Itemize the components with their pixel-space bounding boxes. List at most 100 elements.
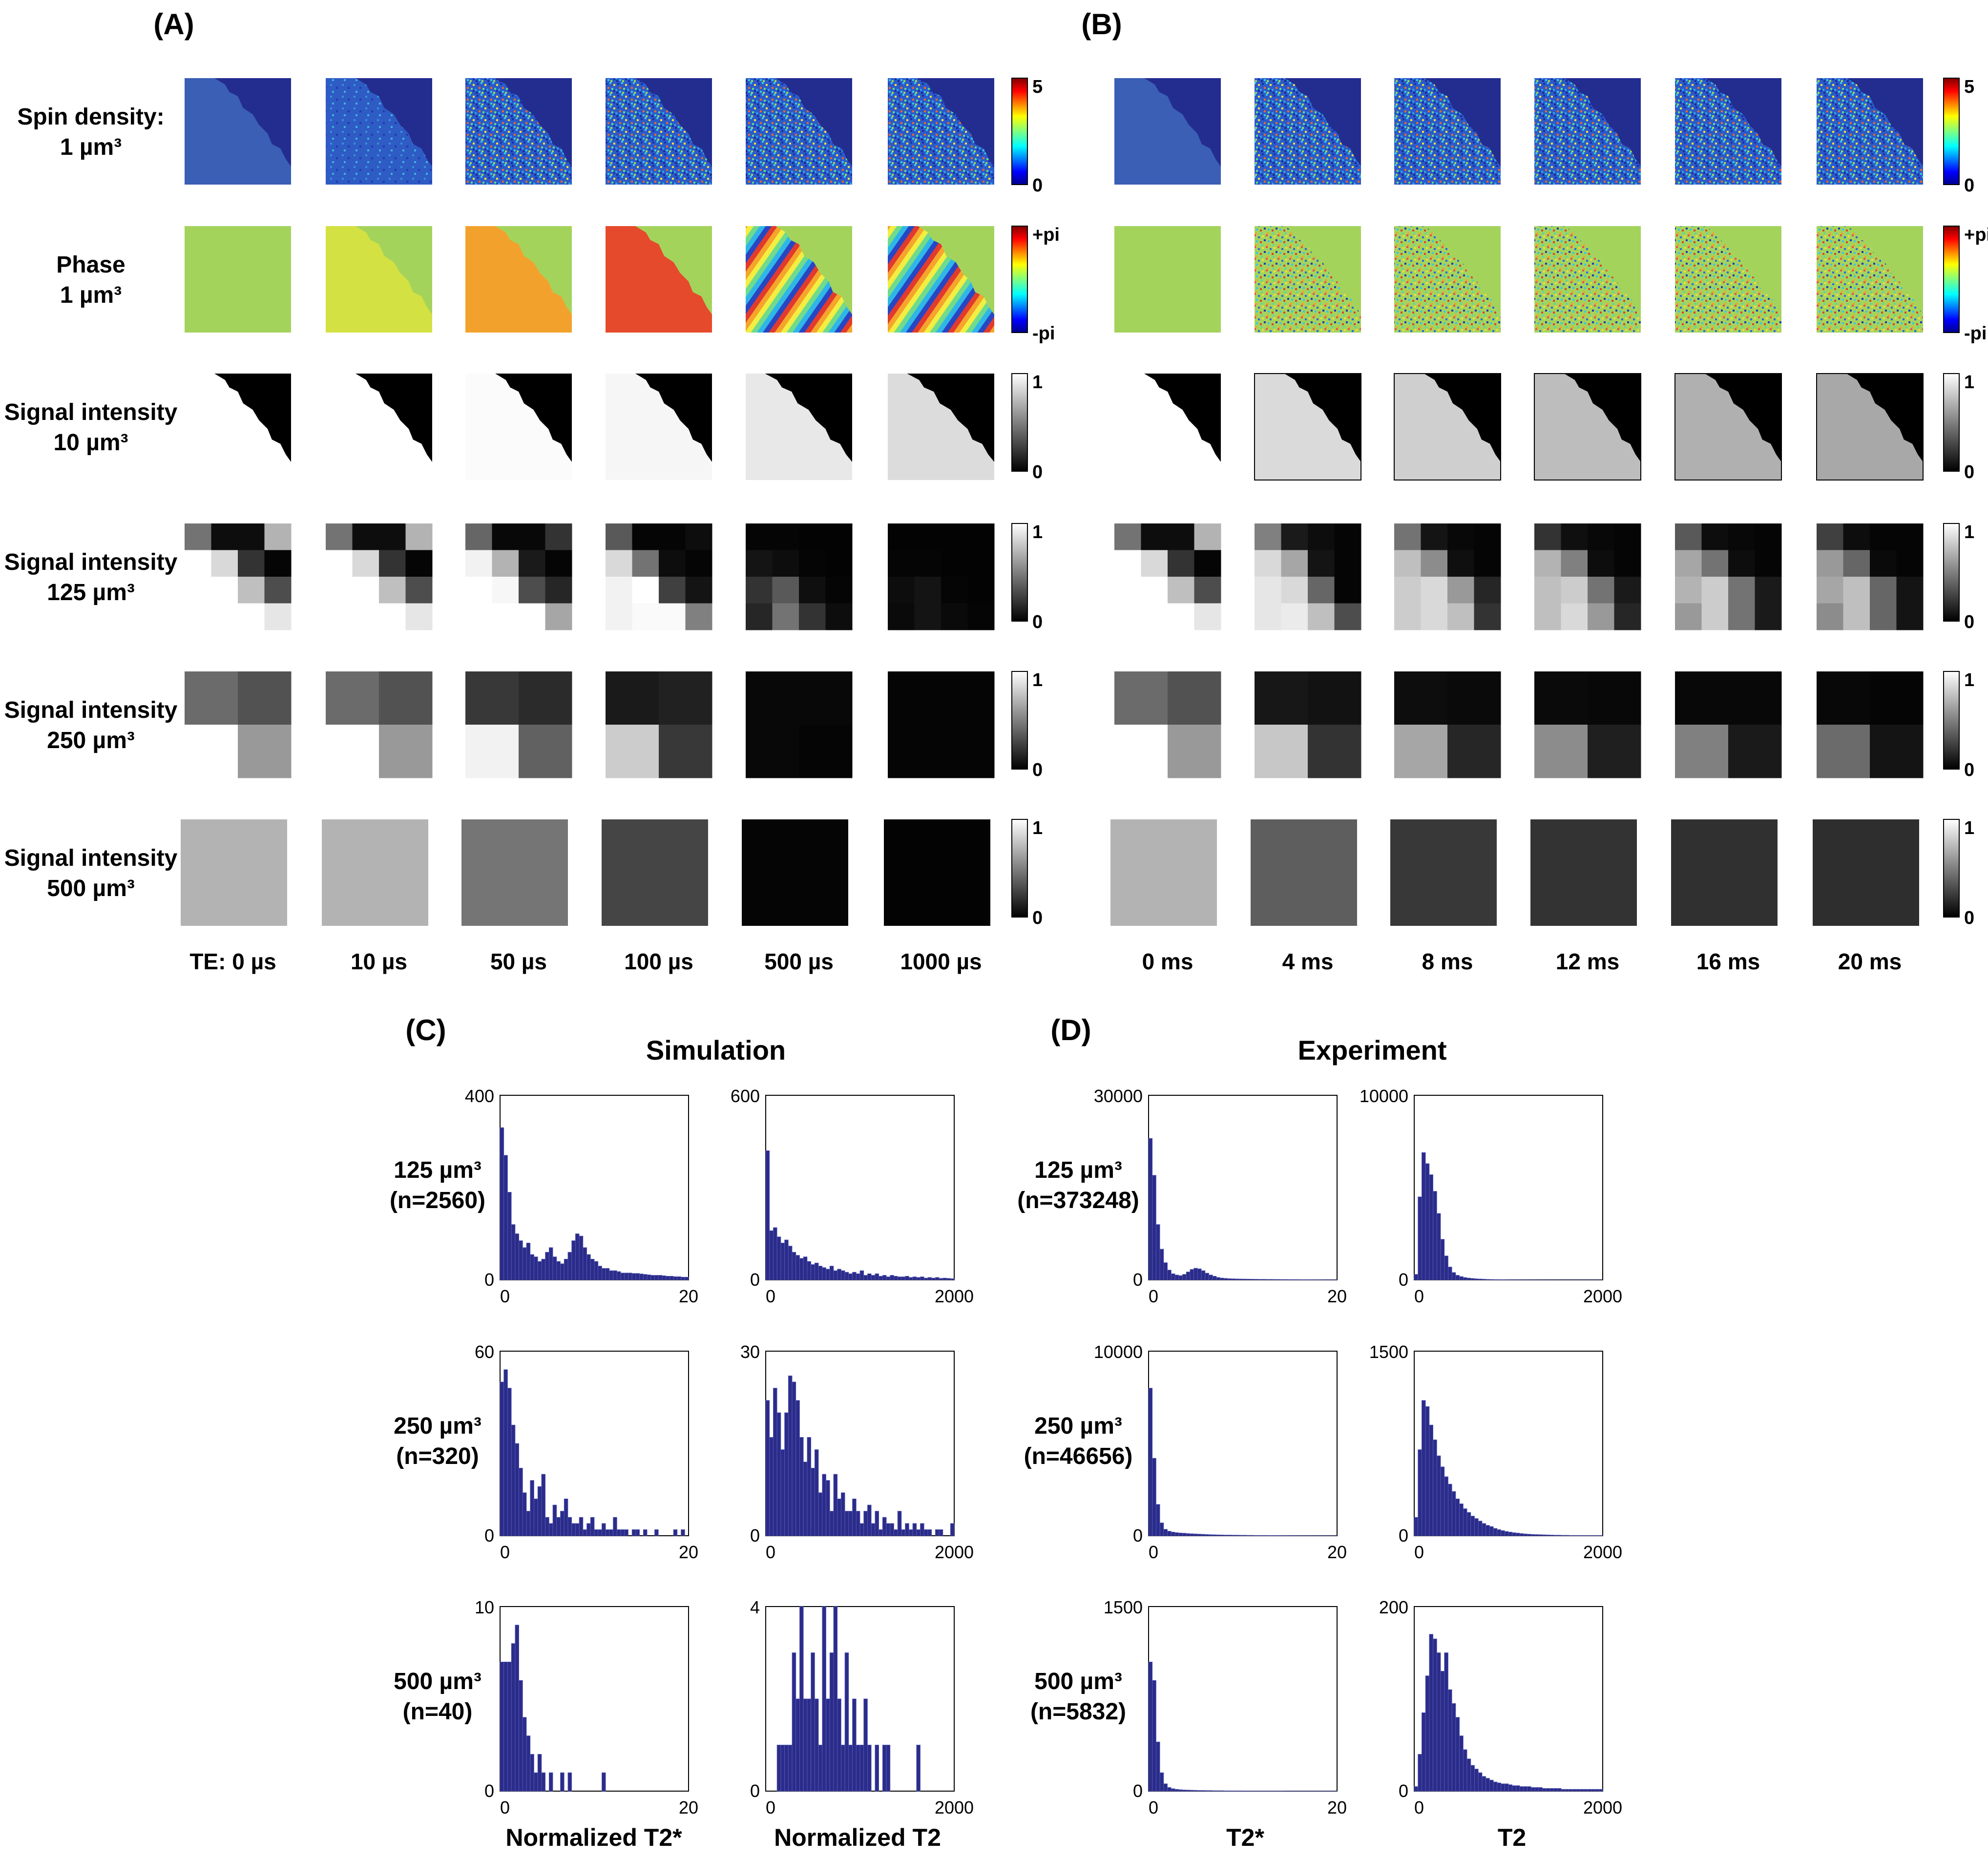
histogram-bar — [500, 1127, 504, 1280]
signal-250-voxel — [465, 725, 519, 778]
signal-125-voxel — [1561, 523, 1588, 550]
histogram-bar — [901, 1529, 906, 1536]
signal-125-voxel — [772, 523, 799, 550]
row-label: Signal intensity — [4, 399, 178, 425]
histogram-bar — [890, 1523, 894, 1536]
histogram-bar — [1516, 1533, 1520, 1536]
histogram-bar — [822, 1267, 826, 1280]
phase-background-region — [495, 226, 572, 314]
signal-250-voxel — [1447, 725, 1501, 778]
histogram-bar — [635, 1273, 640, 1280]
histogram-bar — [571, 1523, 576, 1536]
histogram-bar — [795, 1400, 800, 1536]
signal-125-voxel — [326, 550, 353, 577]
histogram-bar — [1152, 1458, 1156, 1536]
histogram-bar — [852, 1272, 857, 1280]
histogram-bar — [1182, 1533, 1187, 1536]
histogram-bar — [1486, 1778, 1490, 1792]
histogram-bar — [1561, 1789, 1566, 1792]
histogram-bar — [564, 1498, 568, 1536]
tissue-region — [1424, 78, 1501, 167]
signal-250-voxel — [1308, 725, 1361, 778]
signal-250-voxel — [1870, 671, 1924, 725]
signal-125-tile — [1394, 523, 1501, 630]
signal-250-voxel — [799, 671, 853, 725]
signal-500-voxel — [1251, 819, 1357, 926]
histogram-bar — [526, 1511, 531, 1536]
histogram: 10000 00 20 — [1094, 1342, 1347, 1562]
x-axis-label: Normalized T2* — [505, 1824, 682, 1851]
signal-250-voxel — [1114, 671, 1168, 725]
histogram-bar — [897, 1511, 902, 1536]
signal-250-voxel — [185, 671, 238, 725]
signal-250-voxel — [1394, 725, 1448, 778]
signal-250-voxel — [1728, 725, 1782, 778]
signal-125-tile — [465, 523, 572, 630]
signal-125-voxel — [211, 577, 238, 604]
histogram-bar — [1474, 1769, 1479, 1792]
x-max-tick: 20 — [679, 1286, 698, 1306]
histogram-bar — [1186, 1272, 1191, 1280]
y-max-tick: 10000 — [1094, 1342, 1143, 1362]
hist-row-label: 250 µm³ — [1034, 1413, 1122, 1439]
histogram-bar — [1314, 1279, 1318, 1280]
histogram-bar — [1190, 1790, 1194, 1792]
histogram-bar — [1303, 1279, 1307, 1280]
signal-125-voxel — [825, 577, 853, 604]
signal-125-voxel — [799, 603, 826, 630]
y-min-tick: 0 — [1399, 1781, 1408, 1801]
signal-125-voxel — [772, 550, 799, 577]
signal-10-frame — [1816, 373, 1924, 480]
histogram-bar — [605, 1529, 610, 1536]
phase-tile — [1675, 226, 1781, 333]
histogram-bar — [1557, 1788, 1562, 1792]
histogram-bar — [1163, 1262, 1168, 1280]
signal-125-voxel — [1843, 523, 1870, 550]
histogram-bar — [556, 1261, 561, 1280]
signal-125-voxel — [492, 603, 519, 630]
signal-10-tile — [1394, 373, 1501, 480]
signal-125-voxel — [1675, 550, 1702, 577]
histogram-bar — [628, 1273, 632, 1280]
colorbar-min-label: 0 — [1032, 760, 1043, 780]
signal-125-voxel — [1168, 577, 1194, 604]
signal-125-voxel — [606, 523, 632, 550]
signal-250-tile — [606, 671, 712, 778]
dark-region — [1564, 374, 1641, 462]
histogram-bar — [1493, 1528, 1498, 1536]
histogram-bar — [1148, 1661, 1153, 1792]
histogram-bar — [1512, 1532, 1516, 1536]
histogram-bar — [1269, 1535, 1274, 1536]
signal-125-voxel — [1168, 603, 1194, 630]
histogram-bar — [1489, 1779, 1494, 1792]
y-max-tick: 400 — [465, 1086, 494, 1106]
x-min-tick: 0 — [500, 1542, 510, 1562]
signal-125-voxel — [1334, 550, 1361, 577]
signal-125-voxel — [185, 577, 211, 604]
histogram-bar — [1284, 1279, 1289, 1280]
histogram-bar — [1190, 1533, 1194, 1536]
row-label: Signal intensity — [4, 549, 178, 575]
signal-125-voxel — [1843, 550, 1870, 577]
histogram-bar — [1482, 1279, 1486, 1280]
histogram-bar — [1516, 1785, 1520, 1792]
signal-125-voxel — [1334, 523, 1361, 550]
histogram-bar — [662, 1275, 667, 1280]
signal-125-voxel — [519, 523, 545, 550]
x-min-tick: 0 — [1149, 1797, 1158, 1817]
signal-125-voxel — [352, 550, 379, 577]
histogram-bar — [1587, 1789, 1592, 1792]
signal-125-voxel — [1394, 550, 1421, 577]
tissue-region — [1564, 78, 1641, 167]
signal-125-voxel — [606, 577, 632, 604]
histogram-bar — [1466, 1277, 1471, 1280]
colorbar — [1011, 671, 1028, 770]
histogram-bar — [807, 1698, 812, 1792]
histogram-bar — [586, 1523, 591, 1536]
row-label-size: 500 µm³ — [47, 876, 135, 901]
histogram-bar — [829, 1652, 834, 1792]
spin-density-tile — [1675, 78, 1781, 185]
row-label: Phase — [56, 252, 125, 278]
signal-125-tile — [1114, 523, 1221, 630]
histogram-bar — [1277, 1535, 1281, 1536]
